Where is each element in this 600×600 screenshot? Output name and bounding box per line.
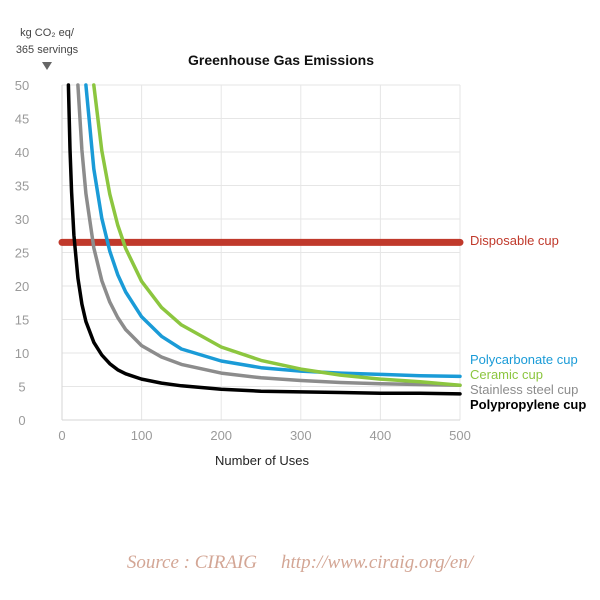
x-tick-label: 100 [131,428,153,443]
series-line-polycarbonate-cup [84,83,462,379]
source-url: http://www.ciraig.org/en/ [281,552,474,573]
x-axis-ticks: 0 100 200 300 400 500 [58,428,470,443]
y-unit-arrow-icon [42,62,52,70]
source-label: Source : CIRAIG [126,552,258,573]
series-line-ceramic-cup [92,83,462,387]
x-tick-label: 500 [449,428,471,443]
series-line-polypropylene-cup [66,83,462,396]
y-tick-label: 40 [15,145,29,160]
grid [61,84,461,421]
series-label-disposable-cup: Disposable cup [470,233,559,248]
y-unit-label-line2: 365 servings [16,44,79,56]
y-tick-label: 20 [15,279,29,294]
series-label-polypropylene-cup: Polypropylene cup [470,397,586,412]
x-axis-label: Number of Uses [215,453,309,468]
y-tick-label: 5 [18,380,25,395]
x-tick-label: 200 [210,428,232,443]
y-tick-label: 30 [15,212,29,227]
y-tick-label: 15 [15,313,29,328]
series-label-ceramic-cup: Ceramic cup [470,367,543,382]
x-tick-label: 400 [370,428,392,443]
y-tick-label: 0 [18,413,25,428]
chart-title: Greenhouse Gas Emissions [188,52,374,68]
series-line-stainless-steel-cup [76,83,462,387]
y-tick-label: 10 [15,346,29,361]
x-tick-label: 300 [290,428,312,443]
y-tick-label: 50 [15,78,29,93]
x-tick-label: 0 [58,428,65,443]
y-tick-label: 25 [15,246,29,261]
y-tick-label: 45 [15,112,29,127]
y-axis-ticks: 0 5 10 15 20 25 30 35 40 45 50 [15,78,29,428]
series-label-polycarbonate-cup: Polycarbonate cup [470,352,578,367]
y-unit-label-line1: kg CO₂ eq/ [20,27,75,39]
source-line: Source : CIRAIG http://www.ciraig.org/en/ [0,552,600,574]
series-lines [58,83,464,396]
y-tick-label: 35 [15,179,29,194]
series-label-stainless-steel-cup: Stainless steel cup [470,382,578,397]
